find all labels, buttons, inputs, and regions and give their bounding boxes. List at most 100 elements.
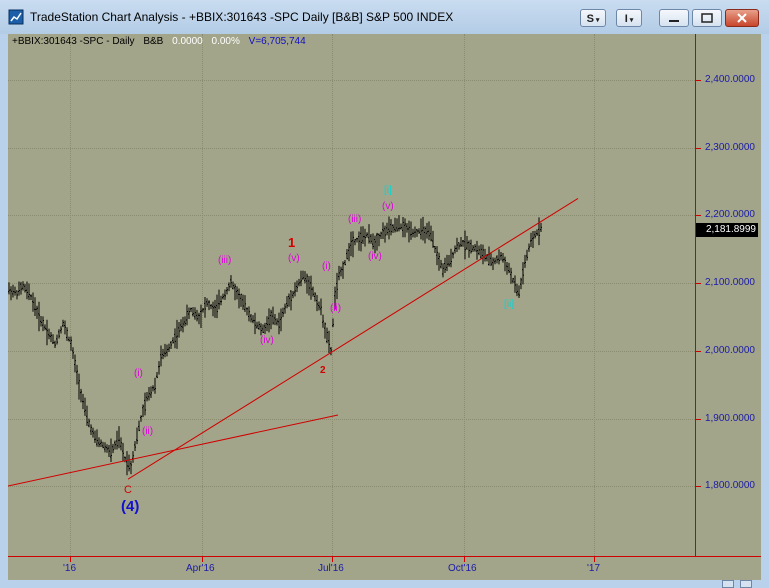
price-bar xyxy=(166,344,168,357)
price-bar xyxy=(400,223,402,230)
time-tick-label: Oct'16 xyxy=(448,563,477,574)
symbol-label: +BBIX:301643 -SPC - Daily xyxy=(12,36,135,47)
price-bar xyxy=(428,221,430,241)
price-bar xyxy=(392,224,394,233)
price-bar xyxy=(160,345,162,367)
price-bar xyxy=(36,305,38,319)
price-bar xyxy=(224,289,226,300)
tradestation-app-icon[interactable] xyxy=(8,9,24,25)
price-bar xyxy=(366,232,368,238)
price-bar xyxy=(234,283,236,301)
price-bar xyxy=(46,319,48,346)
scroll-right-button[interactable] xyxy=(740,580,752,588)
price-tick-label: 2,200.0000 xyxy=(704,209,755,220)
price-bar xyxy=(192,307,194,317)
price-bar xyxy=(328,330,330,353)
price-bar xyxy=(254,312,256,335)
price-bar xyxy=(274,314,276,326)
price-bar xyxy=(180,319,182,332)
price-tick-mark xyxy=(696,486,701,487)
wave-label-1: 1 xyxy=(288,235,296,250)
price-bar xyxy=(330,347,332,356)
trendline-2[interactable] xyxy=(127,197,579,480)
price-bar xyxy=(60,326,62,334)
price-bar xyxy=(340,266,342,277)
price-tick-mark xyxy=(696,148,701,149)
price-bar xyxy=(270,309,272,330)
price-bars-chart xyxy=(8,197,579,487)
price-bar xyxy=(422,216,424,241)
price-bar xyxy=(112,443,114,454)
price-bar xyxy=(382,222,384,239)
symbol-link-s-button[interactable]: S ▾ xyxy=(580,9,606,27)
price-bar xyxy=(504,256,506,272)
price-bar xyxy=(136,427,138,445)
price-bar xyxy=(418,228,420,234)
close-button[interactable] xyxy=(725,9,759,27)
wave-label-i-bracket: [i] xyxy=(384,185,392,196)
price-bar xyxy=(10,286,12,301)
price-bar xyxy=(116,430,118,450)
price-bar xyxy=(154,377,156,394)
price-bar xyxy=(496,255,498,264)
price-bar xyxy=(488,246,490,266)
price-bar xyxy=(102,441,104,449)
price-bar xyxy=(320,298,322,316)
price-bar xyxy=(494,257,496,265)
price-bar xyxy=(104,442,106,453)
price-bar xyxy=(260,323,262,336)
price-bar xyxy=(460,236,462,247)
price-axis[interactable]: 2,400.0000 2,300.0000 2,200.0000 2,100.0… xyxy=(695,34,761,556)
price-bar xyxy=(346,249,348,260)
price-bar xyxy=(314,292,316,302)
price-bar xyxy=(206,298,208,307)
price-bar xyxy=(120,437,122,451)
price-bar xyxy=(272,306,274,325)
last-price-marker: 2,181.8999 xyxy=(696,223,758,237)
price-bar xyxy=(374,235,376,254)
price-bar xyxy=(292,290,294,299)
scroll-left-button[interactable] xyxy=(722,580,734,588)
price-bar xyxy=(370,233,372,244)
price-bar xyxy=(326,327,328,344)
price-bar xyxy=(156,371,158,379)
price-bar xyxy=(364,228,366,247)
price-bar xyxy=(384,225,386,243)
price-bar xyxy=(388,216,390,240)
price-bar xyxy=(52,334,54,344)
price-bar xyxy=(202,308,204,313)
price-bar xyxy=(344,260,346,266)
price-bar xyxy=(94,430,96,444)
minimize-button[interactable] xyxy=(659,9,689,27)
price-tick-mark xyxy=(696,80,701,81)
window-frame-bottom xyxy=(0,580,769,588)
price-bar xyxy=(532,230,534,248)
interval-link-i-button[interactable]: I ▾ xyxy=(616,9,642,27)
volume-value: V=6,705,744 xyxy=(248,36,306,47)
price-bar xyxy=(432,230,434,248)
time-axis[interactable]: '16 Apr'16 Jul'16 Oct'16 '17 xyxy=(8,556,761,580)
price-bar xyxy=(128,454,130,472)
price-bar xyxy=(144,392,146,416)
price-bar xyxy=(216,294,218,319)
price-bar xyxy=(316,295,318,312)
wave-label-iii-minute: (iii) xyxy=(348,214,362,225)
price-bar xyxy=(526,249,528,261)
price-bar xyxy=(48,328,50,340)
price-bar xyxy=(360,226,362,252)
trendline-1[interactable] xyxy=(8,414,339,487)
price-bar xyxy=(498,249,500,265)
price-bar xyxy=(302,270,304,280)
price-bar xyxy=(198,312,200,325)
horizontal-gridline xyxy=(8,283,695,284)
price-bar xyxy=(348,242,350,262)
chart-plot-area[interactable]: (4) C (i) (ii) (iii) (iv) (v) 1 2 (i) (i… xyxy=(8,34,695,556)
title-bar: TradeStation Chart Analysis - +BBIX:3016… xyxy=(0,0,769,34)
price-bar xyxy=(44,324,46,331)
price-bar xyxy=(472,245,474,252)
maximize-button[interactable] xyxy=(692,9,722,27)
price-bar xyxy=(284,303,286,314)
price-bar xyxy=(134,441,136,452)
price-bar xyxy=(32,292,34,312)
price-bar xyxy=(446,254,448,272)
